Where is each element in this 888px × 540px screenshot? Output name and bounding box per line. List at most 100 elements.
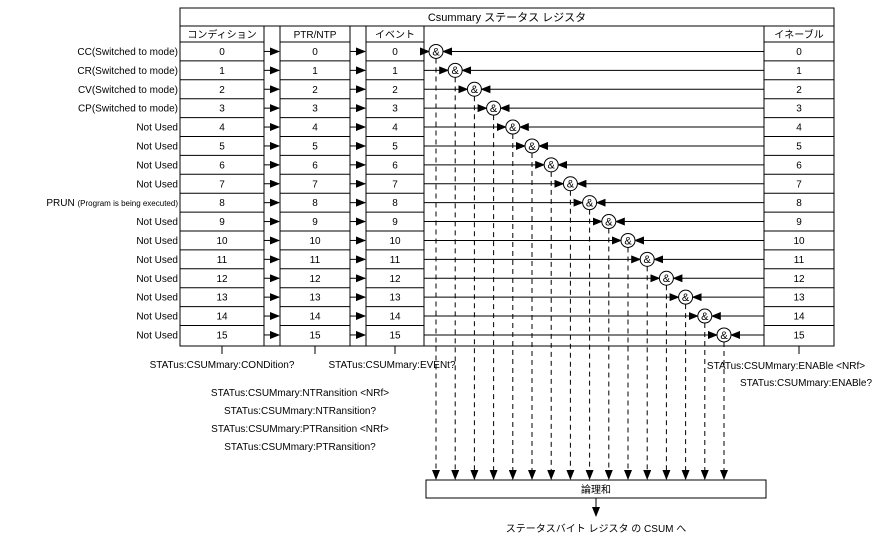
enable-bit: 3 — [796, 104, 802, 115]
enable-bit: 6 — [796, 160, 802, 171]
and-gate-symbol: & — [720, 330, 728, 342]
cmd-enable-set: STATus:CSUMmary:ENABle <NRf> — [707, 361, 865, 372]
and-gate-symbol: & — [490, 103, 498, 115]
enable-bit: 13 — [793, 293, 805, 304]
ptr-ntp-bit: 9 — [312, 217, 318, 228]
logic-or-label: 論理和 — [581, 483, 611, 496]
ptr-ntp-bit: 0 — [312, 47, 318, 58]
condition-label: Not Used — [136, 141, 178, 152]
enable-bit: 1 — [796, 66, 802, 77]
cmd-ptr-set: STATus:CSUMmary:PTRansition <NRf> — [211, 424, 389, 435]
event-bit: 11 — [390, 255, 401, 266]
enable-bit: 9 — [796, 217, 802, 228]
event-bit: 1 — [392, 66, 398, 77]
ptr-ntp-bit: 6 — [312, 160, 318, 171]
condition-bit: 9 — [219, 217, 225, 228]
and-gate-symbol: & — [452, 65, 460, 77]
and-gate-symbol: & — [528, 141, 536, 153]
ptr-ntp-header: PTR/NTP — [294, 30, 337, 41]
ptr-ntp-bit: 3 — [312, 104, 318, 115]
event-bit: 9 — [392, 217, 398, 228]
condition-label: Not Used — [136, 293, 178, 304]
cmd-event-query: STATus:CSUMmary:EVENt? — [328, 360, 455, 371]
condition-bit: 15 — [216, 330, 228, 341]
event-bit: 3 — [392, 104, 398, 115]
condition-label: Not Used — [136, 274, 178, 285]
condition-bit: 0 — [219, 47, 225, 58]
condition-bit: 10 — [216, 236, 228, 247]
output-label: ステータスバイト レジスタ の CSUM へ — [506, 523, 687, 535]
ptr-ntp-bit: 15 — [309, 330, 321, 341]
event-header: イベント — [375, 29, 415, 41]
enable-bit: 11 — [794, 255, 805, 266]
and-gate-symbol: & — [663, 273, 671, 285]
ptr-ntp-bit: 14 — [309, 312, 321, 323]
condition-bit: 1 — [219, 66, 225, 77]
enable-bit: 2 — [796, 85, 802, 96]
enable-bit: 4 — [796, 123, 802, 134]
ptr-ntp-bit: 8 — [312, 198, 318, 209]
and-gate-symbol: & — [509, 122, 517, 134]
condition-label: PRUN (Program is being executed) — [46, 198, 178, 209]
ptr-ntp-bit: 11 — [310, 255, 321, 266]
condition-label: Not Used — [136, 330, 178, 341]
event-bit: 2 — [392, 85, 398, 96]
condition-bit: 12 — [216, 274, 228, 285]
event-bit: 10 — [389, 236, 401, 247]
condition-bit: 8 — [219, 198, 225, 209]
ptr-ntp-bit: 5 — [312, 141, 318, 152]
condition-label: Not Used — [136, 236, 178, 247]
ptr-ntp-bit: 1 — [312, 66, 318, 77]
and-gate-symbol: & — [567, 179, 575, 191]
condition-label: CP(Switched to mode) — [78, 104, 178, 115]
condition-bit: 13 — [216, 293, 228, 304]
ptr-ntp-bit: 2 — [312, 85, 318, 96]
ptr-ntp-bit: 13 — [309, 293, 321, 304]
condition-bit: 7 — [219, 179, 225, 190]
register-title: Csummary ステータス レジスタ — [428, 11, 586, 24]
and-gate-symbol: & — [605, 216, 613, 228]
event-bit: 13 — [389, 293, 401, 304]
enable-bit: 0 — [796, 47, 802, 58]
bit-rows: 0 0 0 0CC(Switched to mode) &1 1 1 1CR(Switched… — [46, 41, 834, 480]
condition-header: コンディション — [187, 28, 256, 41]
and-gate-symbol: & — [432, 46, 440, 58]
enable-bit: 15 — [793, 330, 805, 341]
event-bit: 0 — [392, 47, 398, 58]
condition-label: Not Used — [136, 123, 178, 134]
event-bit: 14 — [389, 312, 401, 323]
and-gate-symbol: & — [548, 160, 556, 172]
event-bit: 15 — [389, 330, 401, 341]
and-gate-symbol: & — [701, 311, 709, 323]
and-gate-symbol: & — [471, 84, 479, 96]
event-bit: 8 — [392, 198, 398, 209]
condition-label: Not Used — [136, 255, 178, 266]
enable-bit: 7 — [796, 179, 802, 190]
cmd-ptr-query: STATus:CSUMmary:PTRansition? — [224, 442, 376, 453]
event-bit: 6 — [392, 160, 398, 171]
enable-bit: 12 — [793, 274, 805, 285]
condition-bit: 3 — [219, 104, 225, 115]
event-bit: 4 — [392, 123, 398, 134]
condition-bit: 4 — [219, 123, 225, 134]
condition-bit: 2 — [219, 85, 225, 96]
condition-label: CR(Switched to mode) — [77, 66, 178, 77]
ptr-ntp-bit: 7 — [312, 179, 318, 190]
enable-header: イネーブル — [774, 28, 823, 41]
and-gate-symbol: & — [624, 235, 632, 247]
condition-label: Not Used — [136, 160, 178, 171]
condition-label: CC(Switched to mode) — [77, 47, 178, 58]
cmd-condition-query: STATus:CSUMmary:CONDition? — [150, 360, 295, 371]
condition-bit: 11 — [217, 255, 228, 266]
condition-label: Not Used — [136, 217, 178, 228]
cmd-enable-query: STATus:CSUMmary:ENABle? — [740, 378, 872, 389]
condition-bit: 5 — [219, 141, 225, 152]
enable-bit: 14 — [793, 312, 805, 323]
ptr-ntp-bit: 12 — [309, 274, 321, 285]
ptr-ntp-bit: 10 — [309, 236, 321, 247]
condition-bit: 6 — [219, 160, 225, 171]
event-bit: 7 — [392, 179, 398, 190]
condition-label: Not Used — [136, 312, 178, 323]
event-bit: 5 — [392, 141, 398, 152]
